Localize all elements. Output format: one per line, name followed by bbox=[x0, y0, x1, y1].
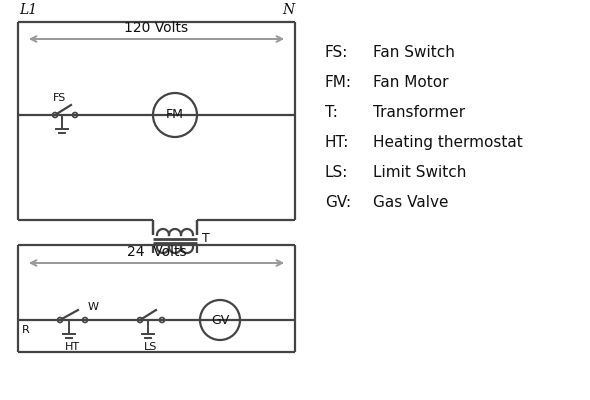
Text: T: T bbox=[202, 232, 210, 246]
Text: N: N bbox=[282, 3, 294, 17]
Text: HT: HT bbox=[65, 342, 80, 352]
Text: GV: GV bbox=[211, 314, 229, 326]
Text: Gas Valve: Gas Valve bbox=[373, 195, 448, 210]
Text: FS:: FS: bbox=[325, 45, 348, 60]
Text: Limit Switch: Limit Switch bbox=[373, 165, 466, 180]
Text: Heating thermostat: Heating thermostat bbox=[373, 135, 523, 150]
Text: T:: T: bbox=[325, 105, 338, 120]
Text: LS: LS bbox=[145, 342, 158, 352]
Text: GV:: GV: bbox=[325, 195, 351, 210]
Text: 24  Volts: 24 Volts bbox=[127, 245, 186, 259]
Text: LS:: LS: bbox=[325, 165, 348, 180]
Text: W: W bbox=[88, 302, 99, 312]
Text: Fan Motor: Fan Motor bbox=[373, 75, 448, 90]
Text: L1: L1 bbox=[19, 3, 37, 17]
Text: FM:: FM: bbox=[325, 75, 352, 90]
Text: FM: FM bbox=[166, 108, 184, 122]
Text: 120 Volts: 120 Volts bbox=[124, 21, 189, 35]
Text: Transformer: Transformer bbox=[373, 105, 465, 120]
Text: R: R bbox=[22, 325, 30, 335]
Text: Fan Switch: Fan Switch bbox=[373, 45, 455, 60]
Text: HT:: HT: bbox=[325, 135, 349, 150]
Text: FS: FS bbox=[53, 93, 66, 103]
